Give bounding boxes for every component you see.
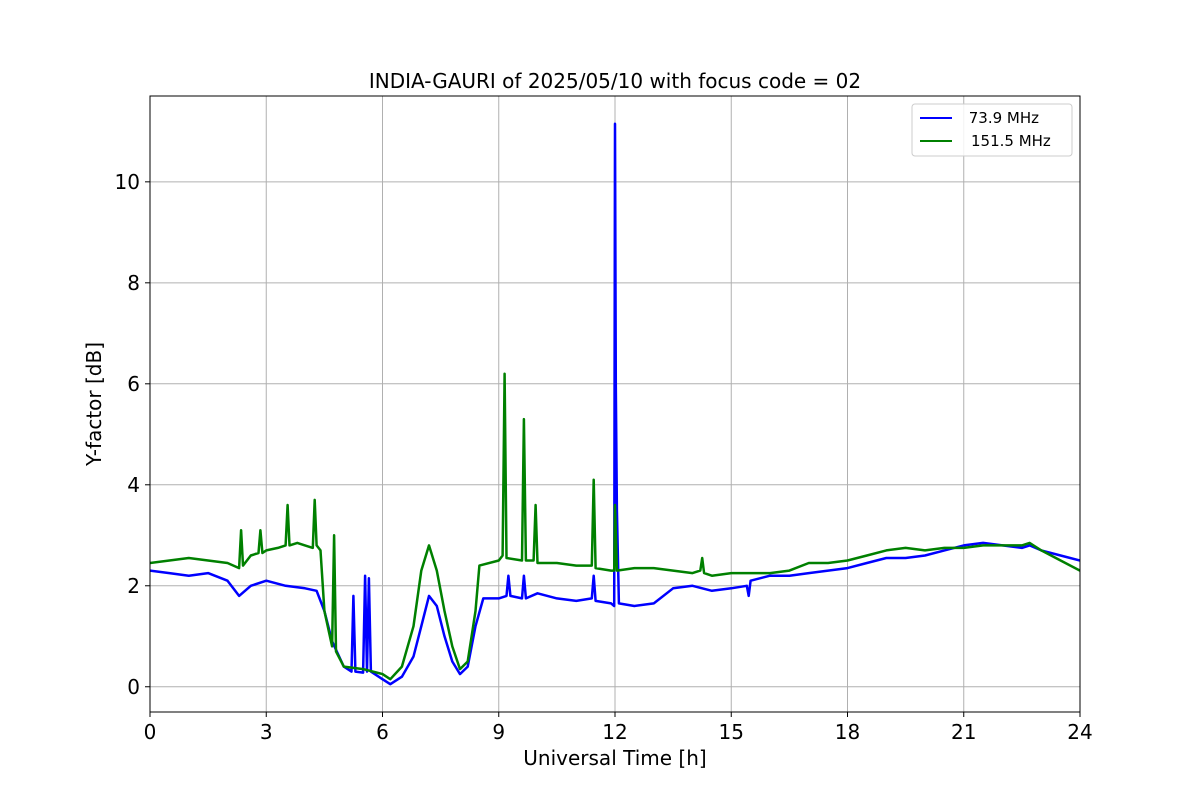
y-tick-label: 8 <box>127 271 140 295</box>
x-tick-label: 12 <box>602 720 627 744</box>
y-tick-label: 4 <box>127 473 140 497</box>
x-axis-label: Universal Time [h] <box>523 746 706 770</box>
x-tick-label: 15 <box>719 720 744 744</box>
series-line-2 <box>150 372 1080 681</box>
legend-label-series-1: 73.9 MHz <box>964 109 1039 127</box>
chart-title: INDIA-GAURI of 2025/05/10 with focus cod… <box>369 69 861 93</box>
x-tick-label: 24 <box>1067 720 1092 744</box>
x-axis-ticks: 0 3 6 9 12 15 18 21 24 <box>144 712 1093 744</box>
series-lines <box>150 122 1080 686</box>
series-line-1 <box>150 122 1080 686</box>
y-tick-label: 2 <box>127 574 140 598</box>
y-tick-label: 0 <box>127 675 140 699</box>
y-tick-label: 10 <box>115 170 140 194</box>
x-tick-label: 9 <box>492 720 505 744</box>
legend: 73.9 MHz 151.5 MHz <box>911 103 1073 157</box>
x-tick-label: 6 <box>376 720 389 744</box>
x-tick-label: 3 <box>260 720 273 744</box>
x-tick-label: 0 <box>144 720 157 744</box>
x-tick-label: 18 <box>835 720 860 744</box>
legend-label-series-2: 151.5 MHz <box>971 132 1051 150</box>
y-axis-label: Y-factor [dB] <box>82 342 106 467</box>
y-axis-ticks: 0 2 4 6 8 10 <box>115 170 150 699</box>
y-tick-label: 6 <box>127 372 140 396</box>
x-tick-label: 21 <box>951 720 976 744</box>
